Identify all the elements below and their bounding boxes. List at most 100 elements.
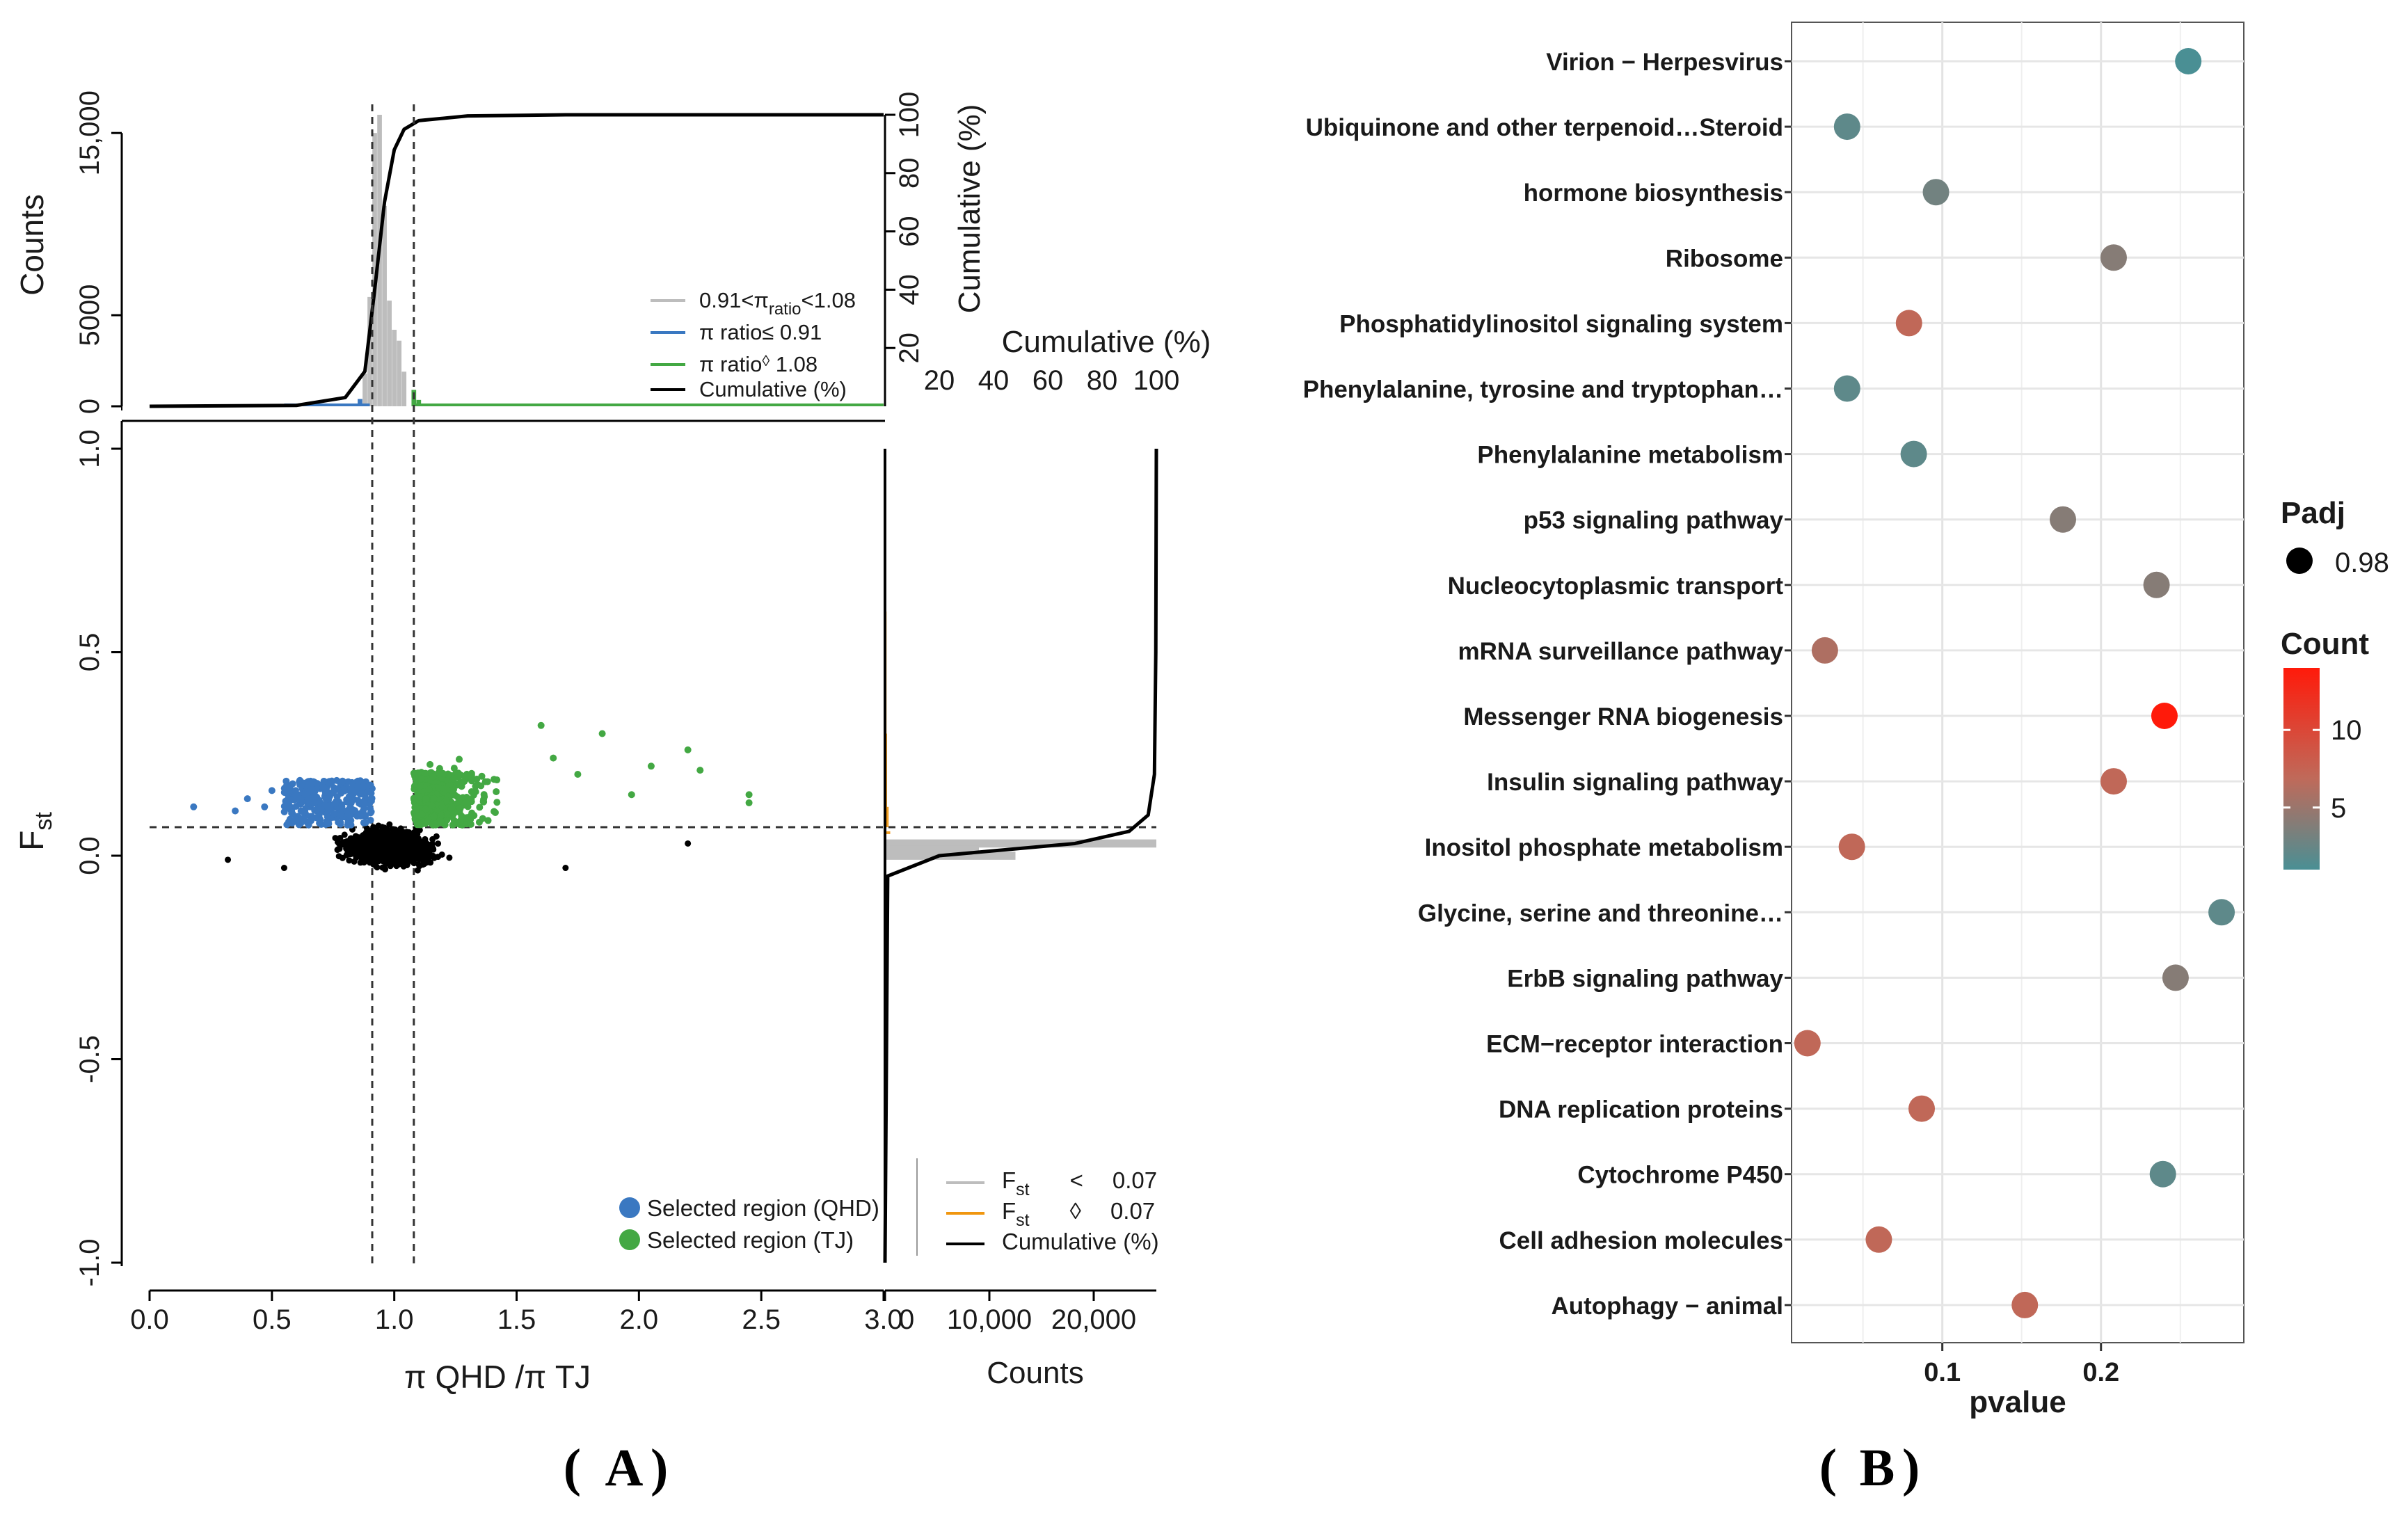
dotplot-point — [1833, 375, 1860, 402]
scatter-x-tick-label: 1.5 — [497, 1304, 536, 1335]
scatter-point-other — [435, 840, 442, 847]
scatter-point-other — [380, 829, 387, 836]
scatter-point-other — [397, 850, 404, 857]
scatter-point-tj — [412, 806, 420, 814]
top-legend-item-2: π ratio≤ 0.91 — [699, 320, 822, 344]
top-hist-bar — [372, 133, 377, 406]
panel-b: 0.1 0.2 Virion − Herpesvirus Ubiquinone and… — [1303, 22, 2362, 1387]
scatter-point-qhd — [347, 785, 355, 792]
scatter-point-other — [370, 824, 377, 831]
panel-b-label-open: ( — [1819, 1439, 1837, 1497]
scatter-point-other — [374, 834, 381, 841]
scatter-point-qhd — [286, 783, 294, 791]
scatter-point-tj — [647, 762, 655, 770]
scatter-point-qhd — [305, 797, 312, 804]
scatter-point-tj — [418, 810, 426, 818]
top-hist-right-tick-label: 60 — [894, 216, 925, 247]
top-hist-y-tick-label: 15,000 — [74, 90, 105, 175]
dotplot-point — [1865, 1226, 1892, 1253]
scatter-point-tj — [438, 804, 446, 811]
scatter-point-tj — [429, 773, 437, 781]
scatter-legend-tj-label: Selected region (TJ) — [647, 1227, 854, 1253]
scatter-point-other — [406, 842, 413, 849]
dotplot-point — [2208, 899, 2235, 926]
scatter-point-tj — [426, 760, 434, 768]
scatter-point-qhd — [301, 790, 308, 798]
scatter-point-other — [402, 830, 409, 837]
dotplot-term-label: Ubiquinone and other terpenoid…Steroid — [1306, 114, 1783, 141]
dotplot-term-label: Messenger RNA biogenesis — [1463, 703, 1783, 730]
scatter-point-other — [225, 856, 232, 863]
scatter-point-tj — [456, 804, 463, 812]
scatter-point-qhd — [286, 803, 294, 810]
scatter-point-qhd — [344, 808, 351, 815]
legend-size-value: 0.98 — [2335, 548, 2389, 578]
scatter-point-qhd — [360, 810, 368, 818]
scatter-point-qhd — [354, 797, 362, 804]
scatter-x-tick-label: 2.0 — [620, 1304, 659, 1335]
dotplot-term-label: ErbB signaling pathway — [1507, 965, 1783, 992]
right-hist-x-tick-label: 20,000 — [1051, 1304, 1136, 1335]
scatter-point-tj — [414, 769, 422, 776]
right-hist-top-axis-label: Cumulative (%) — [1002, 325, 1211, 359]
scatter-point-other — [685, 840, 692, 847]
scatter-point-tj — [598, 730, 606, 737]
dotplot-point — [1895, 310, 1922, 337]
scatter-point-tj — [537, 721, 545, 729]
scatter-x-tick-label: 1.0 — [375, 1304, 414, 1335]
panel-b-label-close: ) — [1902, 1439, 1920, 1497]
scatter-point-other — [335, 853, 342, 860]
scatter-point-other — [380, 836, 387, 842]
right-hist-bar — [885, 839, 1156, 848]
dotplot-point — [1900, 440, 1927, 468]
right-hist-top-tick-label: 60 — [1032, 365, 1064, 396]
scatter-point-tj — [745, 799, 753, 806]
scatter-point-tj — [416, 820, 424, 828]
scatter-point-qhd — [367, 816, 374, 824]
dotplot-plot-area — [1791, 22, 2244, 1343]
scatter-point-tj — [475, 818, 483, 826]
scatter-point-other — [416, 840, 423, 847]
dotplot-term-label: Nucleocytoplasmic transport — [1448, 573, 1784, 600]
right-hist-bar — [885, 831, 891, 834]
scatter-point-tj — [481, 793, 488, 801]
scatter-point-qhd — [339, 778, 346, 785]
dotplot-term-label: Autophagy − animal — [1551, 1293, 1783, 1320]
scatter-point-qhd — [330, 784, 338, 792]
scatter-point-other — [346, 857, 353, 864]
scatter-point-other — [348, 849, 355, 856]
scatter-point-tj — [452, 769, 460, 776]
scatter-point-qhd — [305, 778, 312, 785]
dotplot-term-label: Ribosome — [1666, 245, 1783, 272]
scatter-point-other — [280, 865, 287, 872]
scatter-point-other — [372, 842, 379, 849]
legend-color-bar — [2283, 668, 2320, 870]
top-hist-right-tick-label: 40 — [894, 274, 925, 305]
scatter-point-tj — [425, 785, 433, 793]
scatter-point-tj — [468, 795, 475, 803]
scatter-point-other — [379, 857, 386, 864]
top-hist-right-axis-label: Cumulative (%) — [952, 104, 987, 314]
scatter-point-other — [369, 848, 376, 855]
top-legend-item-4: Cumulative (%) — [699, 377, 847, 401]
top-hist-y-axis-label: Counts — [14, 194, 50, 296]
scatter-point-qhd — [307, 817, 314, 824]
scatter-point-qhd — [232, 807, 239, 815]
right-hist-x-axis-label: Counts — [987, 1356, 1083, 1390]
scatter-point-qhd — [341, 787, 349, 794]
dotplot-point — [2100, 768, 2127, 795]
legend-size-dot — [2286, 548, 2313, 574]
scatter-point-other — [340, 839, 347, 846]
dotplot-x-tick-label: 0.1 — [1924, 1358, 1961, 1387]
scatter-point-tj — [430, 813, 438, 820]
scatter-point-other — [372, 863, 379, 870]
scatter-point-tj — [435, 784, 442, 792]
scatter-legend-tj-dot — [619, 1229, 640, 1250]
scatter-point-qhd — [307, 787, 314, 794]
scatter-point-tj — [449, 821, 456, 829]
scatter-y-tick-label: 0.0 — [74, 836, 105, 875]
scatter-point-qhd — [337, 819, 344, 826]
scatter-point-other — [393, 829, 400, 836]
legend-color-title: Count — [2281, 627, 2369, 661]
scatter-point-tj — [443, 816, 451, 824]
